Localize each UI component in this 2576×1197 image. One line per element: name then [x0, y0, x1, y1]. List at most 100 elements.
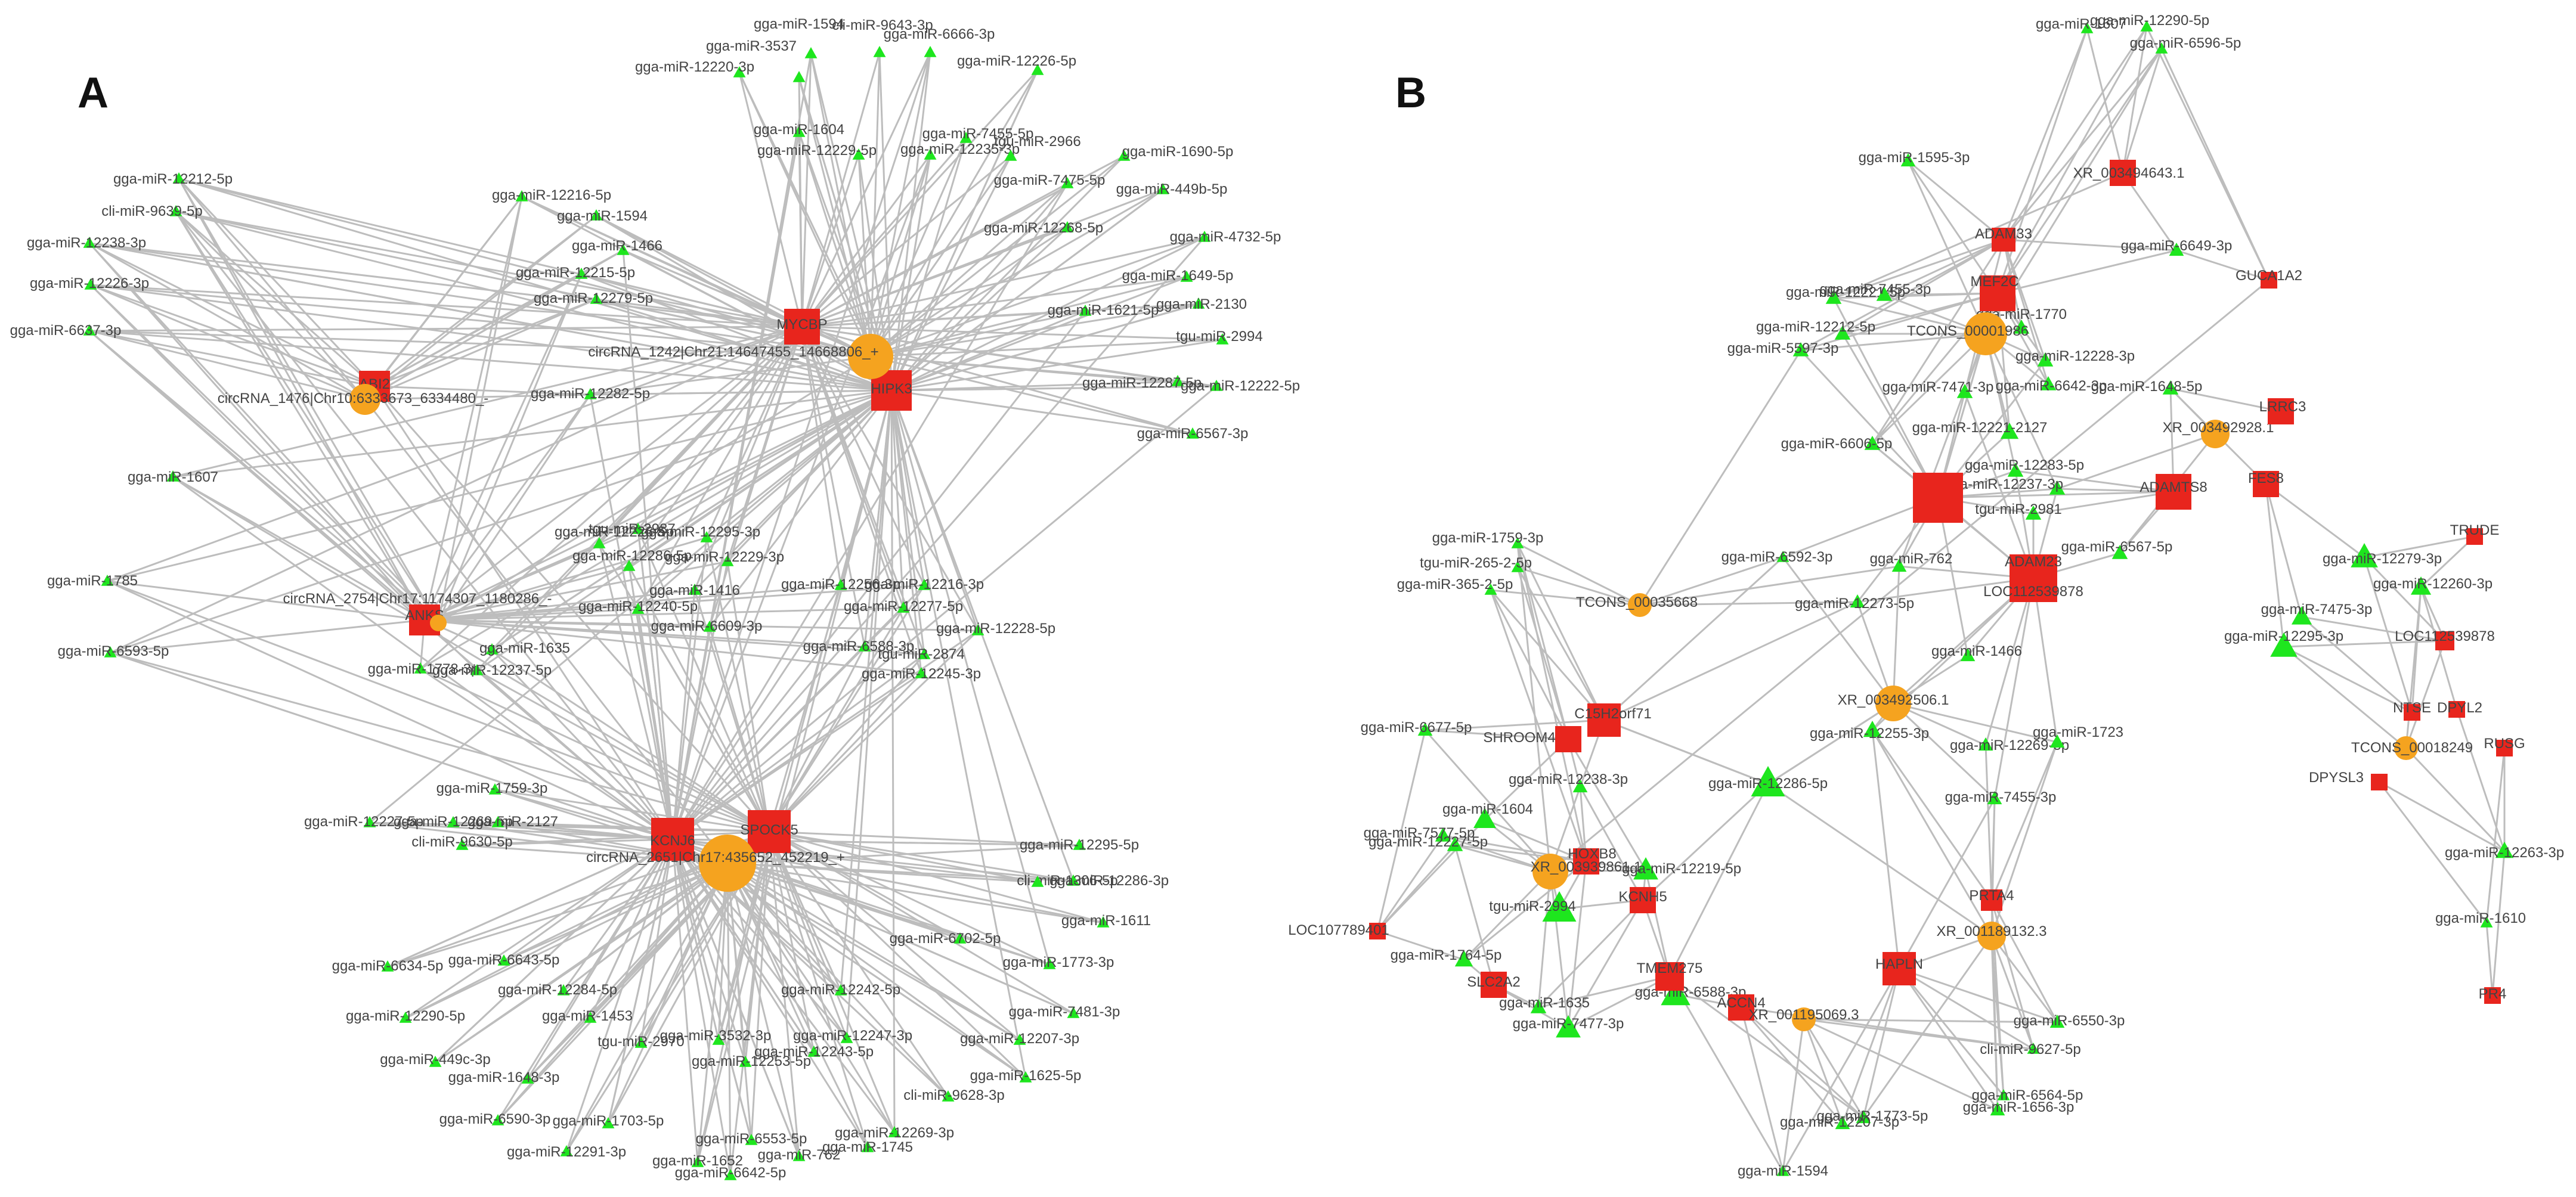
edge — [89, 330, 366, 401]
mirna-triangle-mark — [169, 205, 182, 216]
node-label: tgu-miR-2994 — [1489, 898, 1575, 914]
mirna-triangle-mark — [1856, 1110, 1871, 1124]
edge — [870, 188, 1163, 358]
edge — [1424, 730, 1552, 872]
mirna-triangle-mark — [2162, 380, 2179, 395]
node-label: circRNA_2754|Chr17:1174307_1180286_- — [283, 591, 552, 607]
mirna-triangle-mark — [807, 1046, 821, 1057]
edge — [1639, 565, 1900, 606]
node-cli-mir-9639-5p: cli-miR-9639-5p — [101, 203, 202, 219]
node-label: gga-miR-12243-5p — [754, 1044, 874, 1060]
mirna-triangle-mark — [2495, 842, 2514, 858]
node-gga-mir-6567-5p: gga-miR-6567-5p — [2061, 539, 2172, 559]
mirna-triangle-mark — [1997, 1089, 2010, 1100]
node-label: XR_003939861.1 — [1531, 859, 1642, 875]
mirna-triangle-mark — [602, 1117, 615, 1128]
edge — [671, 646, 866, 841]
edge — [364, 298, 597, 401]
edge — [801, 326, 842, 586]
node-gga-mir-7455-5p: gga-miR-7455-5p — [922, 126, 1033, 143]
mirna-triangle-mark — [712, 1034, 725, 1045]
edge — [693, 326, 803, 591]
mirna-triangle-mark — [888, 1126, 901, 1137]
edge — [596, 298, 871, 358]
edge — [1603, 601, 1858, 721]
node-label: gga-miR-12290-5p — [2090, 13, 2209, 29]
node-label: gga-miR-1785 — [47, 573, 138, 589]
node-gga-mir-12279-3p: gga-miR-12279-3p — [2323, 543, 2442, 568]
node-gga-mir-12286-3p: gga-miR-12286-3p — [1031, 873, 1169, 889]
edge — [768, 831, 896, 1133]
mirna-triangle-mark — [557, 984, 570, 996]
mirna-triangle-mark — [924, 148, 937, 160]
node-label: gga-miR-1594 — [754, 16, 844, 32]
mirna-triangle-mark — [1530, 999, 1547, 1013]
node-gga-mir-1652: gga-miR-1652 — [652, 1153, 743, 1169]
edge — [2405, 640, 2446, 749]
mirna-triangle-mark — [1454, 950, 1473, 967]
edge — [110, 619, 425, 654]
node-gga-mir-12243-5p: gga-miR-12243-5p — [754, 1044, 874, 1060]
mirna-triangle-mark — [1171, 375, 1184, 386]
edge — [769, 830, 1104, 924]
edge — [726, 561, 770, 832]
gene-square-mark — [1655, 962, 1684, 991]
edge — [672, 385, 1217, 841]
node-label: gga-miR-12290-5p — [346, 1008, 465, 1024]
edge — [801, 227, 1068, 328]
gene-square-mark — [1630, 887, 1656, 913]
node-label: gga-miR-12238-3p — [27, 235, 146, 251]
gene-square-mark — [2253, 471, 2279, 497]
node-xr-003492506-1: XR_003492506.1 — [1838, 686, 1949, 721]
mirna-triangle-mark — [104, 646, 117, 658]
node-gga-mir-12227-5p: gga-miR-12227-5p — [304, 814, 423, 830]
node-xr-003939861-1: XR_003939861.1 — [1531, 854, 1642, 889]
edge — [1856, 601, 1894, 704]
edge — [1741, 1006, 2034, 1050]
edge — [1516, 543, 1552, 872]
node-label: gga-miR-12245-3p — [862, 666, 981, 682]
node-label: gga-miR-449c-3p — [380, 1052, 490, 1068]
edge — [607, 863, 729, 1124]
node-gga-mir-5597-3p: gga-miR-5597-3p — [1727, 340, 1839, 356]
edge — [1567, 861, 1587, 1029]
edge — [726, 863, 753, 1141]
gene-square-mark — [651, 818, 694, 861]
node-shroom4: SHROOM4 — [1483, 726, 1581, 752]
node-label: LOC112539878 — [2395, 628, 2495, 644]
node-gga-mir-7481-3p: gga-miR-7481-3p — [1009, 1004, 1120, 1020]
edge — [1490, 589, 1640, 606]
edge — [870, 355, 1193, 435]
edge — [1376, 835, 1444, 932]
mirna-triangle-mark — [2007, 463, 2024, 477]
edge — [768, 646, 866, 832]
mirna-triangle-mark — [2049, 480, 2066, 495]
node-c15h2orf71: C15H2orf71 — [1574, 703, 1652, 737]
node-hapln: HAPLN — [1875, 952, 1923, 985]
edge — [801, 326, 925, 655]
gene-square-mark — [2435, 631, 2454, 650]
mirna-triangle-mark — [2111, 545, 2128, 559]
node-label: gga-miR-12237-3p — [1944, 476, 2063, 492]
edge — [1376, 730, 1426, 932]
edge — [2283, 646, 2413, 714]
edge — [801, 138, 967, 327]
node-gga-mir-6677-5p: gga-miR-6677-5p — [1361, 720, 1472, 736]
node-gga-mir-12283-5p: gga-miR-12283-5p — [1965, 457, 2084, 477]
edge — [671, 839, 747, 1063]
node-label: SLC2A2 — [1467, 974, 1520, 990]
node-circrna-2754-chr17-1174307-1180286: circRNA_2754|Chr17:1174307_1180286_- — [283, 591, 552, 631]
gene-square-mark — [1481, 972, 1507, 998]
edge — [801, 326, 866, 647]
node-label: gga-miR-6666-3p — [884, 26, 995, 42]
node-label: cli-miR-9627-5p — [1980, 1041, 2080, 1058]
mirna-triangle-mark — [1776, 551, 1789, 562]
node-gga-mir-12269-3p: gga-miR-12269-3p — [835, 1125, 954, 1141]
edge — [1516, 567, 1605, 721]
edge — [2491, 851, 2506, 996]
edge — [890, 390, 905, 609]
node-gga-mir-12284-5p: gga-miR-12284-5p — [498, 982, 617, 998]
edge — [374, 273, 582, 387]
node-label: gga-miR-6567-3p — [1137, 426, 1249, 442]
node-label: LOC112539878 — [1983, 584, 2083, 600]
